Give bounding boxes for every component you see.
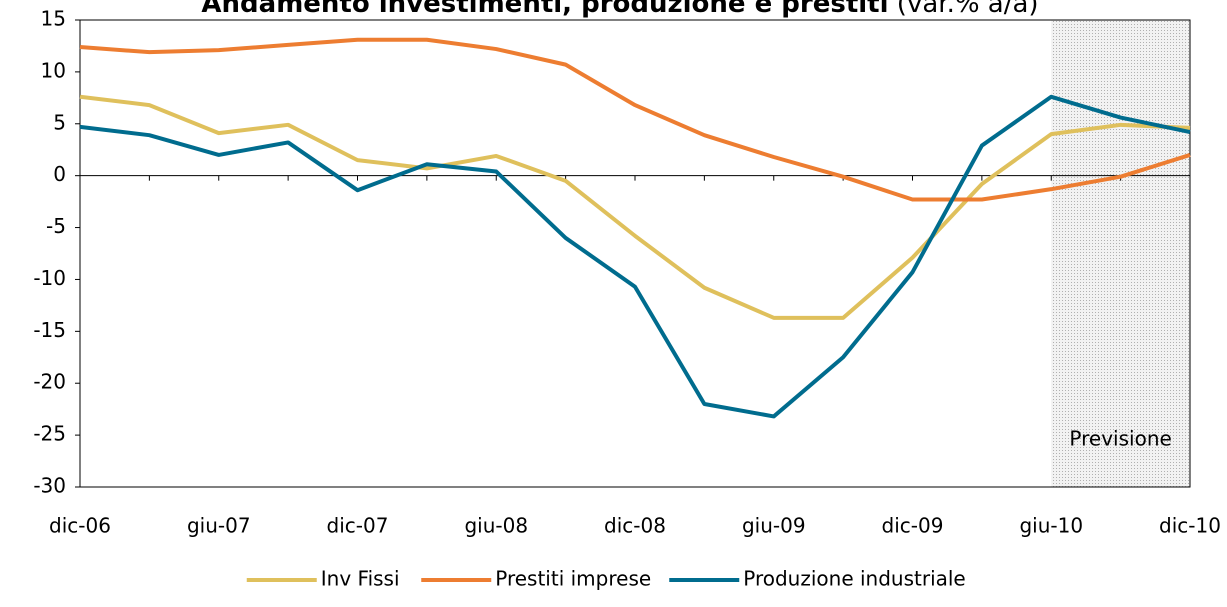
y-tick-label: 15 [41,7,66,31]
x-tick-label: dic-06 [49,514,111,538]
x-tick-label: dic-08 [604,514,666,538]
y-tick-label: -30 [33,474,66,498]
legend-label: Prestiti imprese [495,567,651,591]
y-tick-label: -10 [33,266,66,290]
forecast-area [1051,20,1190,487]
y-tick-label: -20 [33,370,66,394]
y-tick-label: -5 [46,214,66,238]
x-tick-label: giu-10 [1019,514,1083,538]
y-tick-label: 10 [41,58,66,82]
x-tick-label: giu-08 [464,514,528,538]
forecast-label: Previsione [1069,427,1171,451]
series-line [79,37,1191,202]
x-tick-label: giu-07 [187,514,251,538]
chart-title: Andamento investimenti, produzione e pre… [201,0,1038,19]
x-tick-label: dic-07 [327,514,389,538]
series-line [79,94,1191,320]
legend-label: Inv Fissi [321,567,400,591]
title: Andamento investimenti, produzione e pre… [201,0,888,19]
legend-label: Produzione industriale [743,567,966,591]
y-tick-label: -25 [33,422,66,446]
y-tick-label: -15 [33,318,66,342]
y-tick-label: 0 [53,162,66,186]
x-tick-label: dic-10 [1159,514,1221,538]
x-tick-label: giu-09 [742,514,806,538]
subtitle: (var.% a/a) [897,0,1039,19]
plot-frame [79,19,1191,488]
x-tick-label: dic-09 [882,514,944,538]
y-tick-label: 5 [53,110,66,134]
series-line [79,94,1191,419]
